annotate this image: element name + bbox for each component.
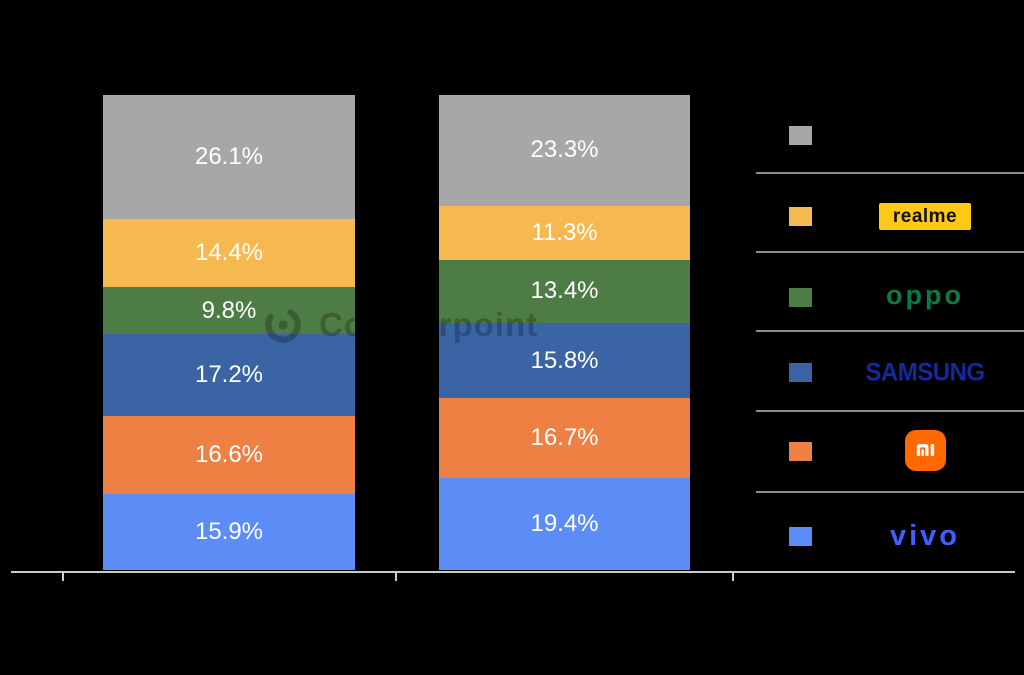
mi-logo <box>845 428 1005 472</box>
bar-segment-oppo-col1: 9.8% <box>103 287 355 334</box>
legend-divider <box>756 491 1024 493</box>
segment-label: 11.3% <box>531 218 598 246</box>
bar-segment-realme-col1: 14.4% <box>103 218 355 288</box>
bar-segment-mi-col2: 16.7% <box>439 398 690 478</box>
samsung-logo-text: SAMSUNG <box>865 358 985 387</box>
legend-divider <box>756 251 1024 253</box>
stacked-bar-column-2: 23.3% 11.3% 13.4% 15.8% 16.7% 19.4% <box>439 95 690 571</box>
segment-label: 16.6% <box>194 441 264 469</box>
oppo-logo-text: oppo <box>886 279 964 310</box>
legend-swatch-vivo <box>789 527 812 546</box>
bar-segment-realme-col2: 11.3% <box>439 205 690 260</box>
bar-segment-vivo-col1: 15.9% <box>103 494 355 570</box>
legend-swatch-samsung <box>789 363 812 382</box>
legend-divider <box>756 172 1024 174</box>
bar-segment-mi-col1: 16.6% <box>103 415 355 495</box>
realme-logo: realme <box>845 200 1005 232</box>
samsung-logo: SAMSUNG <box>845 357 1005 389</box>
vivo-logo-text: vivo <box>889 519 961 552</box>
segment-label: 26.1% <box>194 142 264 170</box>
segment-label: 13.4% <box>530 277 599 305</box>
bar-segment-samsung-col1: 17.2% <box>103 333 355 416</box>
x-axis-tick <box>395 573 397 581</box>
bar-segment-others-col2: 23.3% <box>439 95 690 206</box>
legend-swatch-oppo <box>789 288 812 307</box>
segment-label: 15.8% <box>530 346 599 374</box>
x-axis-tick <box>62 573 64 581</box>
stacked-bar-column-1: 26.1% 14.4% 9.8% 17.2% 16.6% 15.9% <box>103 95 355 570</box>
vivo-logo: vivo <box>845 518 1005 554</box>
bar-segment-oppo-col2: 13.4% <box>439 259 690 324</box>
segment-label: 9.8% <box>201 296 257 324</box>
legend-swatch-others <box>789 126 812 145</box>
segment-label: 16.7% <box>530 424 599 452</box>
mi-logo-icon <box>904 429 946 471</box>
legend-swatch-mi <box>789 442 812 461</box>
bar-segment-others-col1: 26.1% <box>103 95 355 219</box>
x-axis-line <box>11 571 1015 573</box>
bar-segment-vivo-col2: 19.4% <box>439 477 690 571</box>
oppo-logo: oppo <box>845 280 1005 310</box>
legend-divider <box>756 410 1024 412</box>
segment-label: 17.2% <box>194 360 264 388</box>
legend-swatch-realme <box>789 207 812 226</box>
legend-divider <box>756 330 1024 332</box>
bar-segment-samsung-col2: 15.8% <box>439 323 690 399</box>
x-axis-tick <box>732 573 734 581</box>
realme-logo-text: realme <box>878 202 972 230</box>
segment-label: 14.4% <box>194 239 264 267</box>
segment-label: 23.3% <box>530 136 599 164</box>
segment-label: 15.9% <box>194 518 264 546</box>
segment-label: 19.4% <box>530 509 599 537</box>
